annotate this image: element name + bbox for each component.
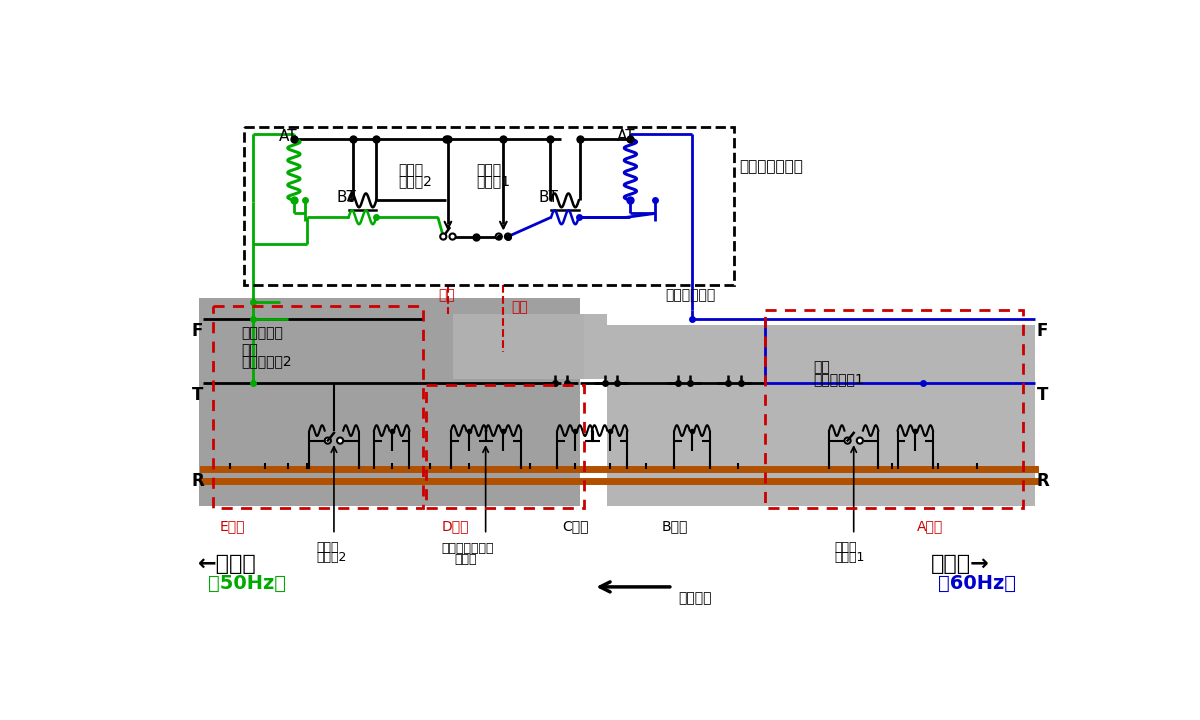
- Text: 切替器2: 切替器2: [317, 552, 347, 564]
- Text: レール: レール: [317, 541, 338, 554]
- Text: エア: エア: [814, 361, 830, 374]
- Polygon shape: [581, 313, 607, 379]
- Text: トンネル内: トンネル内: [241, 327, 283, 341]
- Text: 切替器1: 切替器1: [834, 552, 865, 564]
- Circle shape: [496, 233, 502, 240]
- Text: F: F: [192, 322, 203, 340]
- Text: R: R: [1037, 472, 1050, 490]
- Text: 開閉器2: 開閉器2: [398, 174, 432, 188]
- Text: 進行方向: 進行方向: [678, 590, 712, 605]
- Text: エア: エア: [241, 343, 258, 357]
- Text: BT: BT: [336, 190, 356, 205]
- Text: 切替用: 切替用: [476, 163, 502, 177]
- Text: C地点: C地点: [563, 519, 589, 533]
- Circle shape: [440, 233, 446, 240]
- Text: R: R: [192, 472, 204, 490]
- Text: インピーダンス: インピーダンス: [442, 542, 494, 555]
- Text: （60Hz）: （60Hz）: [938, 574, 1016, 593]
- Circle shape: [337, 438, 343, 444]
- Circle shape: [505, 233, 511, 240]
- Text: 高崎方→: 高崎方→: [931, 554, 990, 574]
- Text: き電区分所構内: き電区分所構内: [739, 160, 804, 174]
- Text: （50Hz）: （50Hz）: [209, 574, 287, 593]
- Text: 開閉器1: 開閉器1: [476, 174, 510, 188]
- Text: E地点: E地点: [220, 519, 245, 533]
- Text: AT: AT: [278, 129, 298, 144]
- Text: D地点: D地点: [442, 519, 469, 533]
- Circle shape: [845, 438, 851, 444]
- Text: T: T: [1037, 386, 1049, 404]
- Text: 連動: 連動: [511, 300, 528, 315]
- Circle shape: [450, 233, 456, 240]
- Text: ボンド: ボンド: [455, 553, 478, 566]
- Text: B地点: B地点: [661, 519, 688, 533]
- Text: 同軸ケーブル: 同軸ケーブル: [665, 288, 715, 302]
- Text: 切替用: 切替用: [398, 163, 422, 177]
- Text: T: T: [192, 386, 203, 404]
- Text: 連動: 連動: [438, 288, 455, 302]
- Text: BT: BT: [538, 190, 558, 205]
- Circle shape: [857, 438, 863, 444]
- Text: F: F: [1037, 322, 1049, 340]
- Text: AT: AT: [617, 129, 636, 144]
- Text: セクション2: セクション2: [241, 354, 292, 369]
- Polygon shape: [454, 313, 584, 379]
- Text: レール: レール: [834, 541, 857, 554]
- Text: セクション1: セクション1: [814, 372, 864, 386]
- Polygon shape: [607, 325, 1034, 506]
- Circle shape: [325, 438, 331, 444]
- Text: A地点: A地点: [917, 519, 943, 533]
- Text: ←敦賀方: ←敦賀方: [198, 554, 257, 574]
- Polygon shape: [199, 298, 581, 506]
